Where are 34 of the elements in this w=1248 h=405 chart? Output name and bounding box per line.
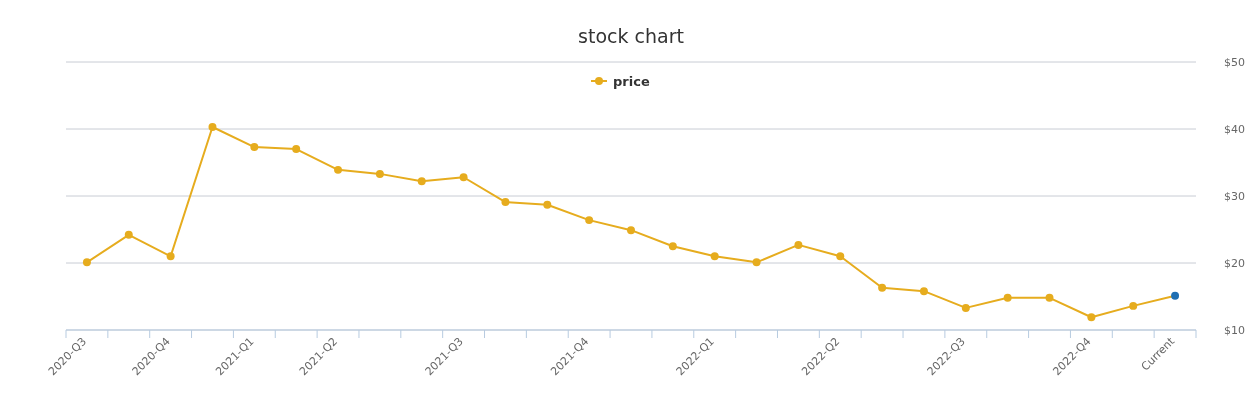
point	[585, 216, 594, 225]
y-tick-label: $30	[1224, 190, 1245, 204]
point	[668, 242, 677, 251]
y-tick-label: $10	[1224, 324, 1245, 338]
point	[292, 145, 301, 154]
point	[334, 165, 343, 174]
legend-label: price	[613, 74, 650, 89]
point	[1129, 301, 1138, 310]
y-tick-label: $20	[1224, 257, 1245, 271]
point	[1087, 313, 1096, 322]
point	[543, 200, 552, 209]
point	[124, 230, 133, 239]
point	[1045, 293, 1054, 302]
point	[417, 177, 426, 186]
point	[1003, 293, 1012, 302]
point	[501, 198, 510, 207]
point	[459, 173, 468, 182]
chart-title: stock chart	[578, 25, 684, 47]
point	[250, 143, 259, 152]
point	[752, 258, 761, 267]
point	[794, 240, 803, 249]
point	[166, 252, 175, 261]
point	[710, 252, 719, 261]
y-tick-label: $50	[1224, 56, 1245, 70]
y-tick-label: $40	[1224, 123, 1245, 137]
point	[919, 287, 928, 296]
point	[878, 283, 887, 292]
point	[961, 303, 970, 312]
point	[375, 169, 384, 178]
point	[1171, 291, 1180, 300]
point	[627, 226, 635, 235]
point	[82, 258, 91, 267]
point	[208, 123, 217, 131]
point	[836, 252, 845, 261]
